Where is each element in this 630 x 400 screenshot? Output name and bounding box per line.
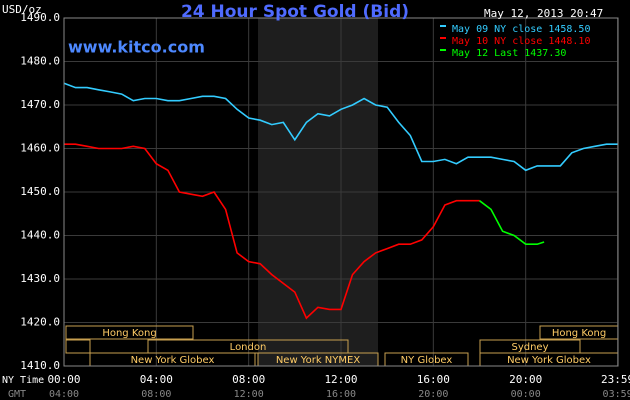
session-label: New York Globex [507,355,591,366]
price-line [64,143,480,320]
x-tick-label: 04:00 [140,373,173,386]
x-tick-label: 08:00 [232,373,265,386]
x2-tick-label: 16:00 [326,389,356,400]
y-axis-label: USD/oz [2,3,42,16]
legend-label: May 09 NY close 1458.50 [452,24,590,35]
sessions: Hong Kong Hong Kong London Sydney New York G… [65,325,619,367]
legend-swatch [440,49,446,51]
y-tick-label: 1450.0 [20,185,60,198]
y-tick-label: 1410.0 [20,359,60,372]
session-label: Sydney [511,342,548,353]
y-tick-label: 1470.0 [20,98,60,111]
x-tick-label: 20:00 [509,373,542,386]
y-tick-label: 1460.0 [20,142,60,155]
x2-tick-label: 08:00 [141,389,171,400]
x-axis-label: NY Time [2,375,44,386]
x2-tick-label: 00:00 [511,389,541,400]
session-label: Hong Kong [102,328,156,339]
session-box [65,325,194,340]
session-label: New York NYMEX [276,355,361,366]
legend-swatch [440,37,446,39]
x2-tick-label: 03:59 [603,389,630,400]
x2-tick-label: 12:00 [234,389,264,400]
x2-tick-label: 20:00 [418,389,448,400]
session-label: London [230,342,267,353]
plot-frame [63,17,619,367]
source: www.kitco.com [68,38,205,57]
legend-label: May 10 NY close 1448.10 [452,36,590,47]
price-line [63,82,618,172]
session-label: Hong Kong [552,328,606,339]
x-tick-label: 23:59 [601,373,630,386]
session-label: New York Globex [131,355,215,366]
x-tick-label: 00:00 [47,373,80,386]
y-tick-label: 1440.0 [20,229,60,242]
price-line [479,200,545,245]
chart-title: 24 Hour Spot Gold (Bid) [181,2,409,22]
y-tick-label: 1420.0 [20,316,60,329]
x-tick-label: 12:00 [324,373,357,386]
x2-tick-label: 04:00 [49,389,79,400]
lines [63,82,618,320]
x-tick-label: 16:00 [417,373,450,386]
timestamp: May 12, 2013 20:47 [484,7,603,20]
session-label: NY Globex [401,355,453,366]
legend-label: May 12 Last 1437.30 [452,48,566,59]
x2-axis-label: GMT [8,389,26,400]
session-box [65,339,91,354]
legend-swatch [440,25,446,27]
y-tick-label: 1490.0 [20,11,60,24]
y-tick-label: 1480.0 [20,55,60,68]
y-tick-label: 1430.0 [20,272,60,285]
